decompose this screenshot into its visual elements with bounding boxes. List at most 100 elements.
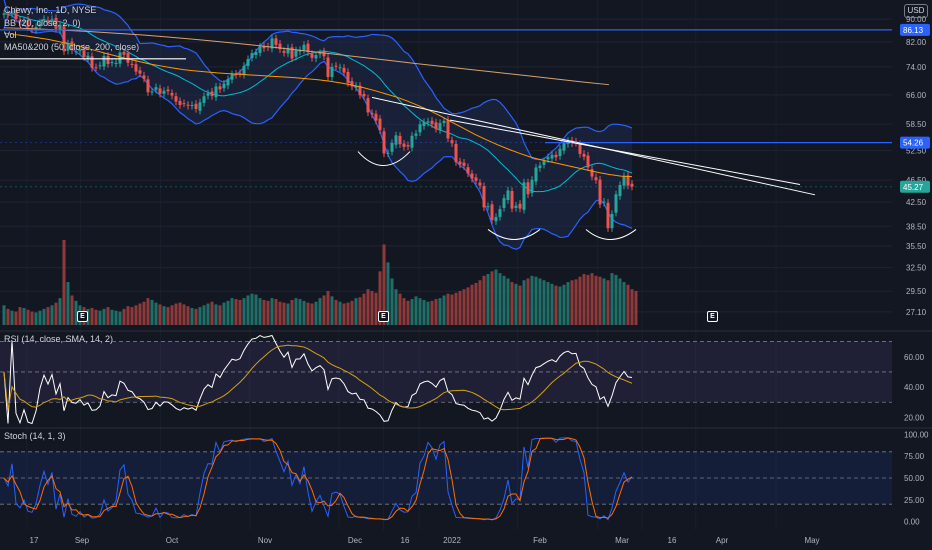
- volume-bar: [54, 302, 58, 325]
- time-tick-label: Nov: [258, 536, 272, 545]
- volume-bar: [358, 297, 362, 325]
- bb-legend[interactable]: BB (20, close, 2, 0): [4, 18, 81, 28]
- volume-bar: [290, 299, 294, 325]
- price-label-badge: [900, 23, 930, 36]
- candle-body: [314, 55, 318, 59]
- stoch-legend[interactable]: Stoch (14, 1, 3): [4, 431, 66, 441]
- volume-bar: [510, 282, 514, 325]
- candle-body: [70, 41, 74, 51]
- price-tick-label: 90.00: [906, 15, 927, 24]
- candle-body: [510, 191, 514, 209]
- candle-body: [286, 47, 290, 54]
- candle-body: [66, 43, 70, 51]
- symbol-legend[interactable]: Chewy, Inc., 1D, NYSE: [4, 5, 97, 15]
- volume-bar: [22, 308, 26, 325]
- volume-bar: [490, 271, 494, 325]
- candle-body: [590, 169, 594, 177]
- volume-bar: [554, 285, 558, 325]
- time-tick-label: Apr: [716, 536, 729, 545]
- candle-body: [54, 17, 58, 29]
- candle-body: [406, 145, 410, 147]
- candle-body: [378, 118, 382, 131]
- candle-body: [290, 47, 294, 59]
- volume-bar: [286, 303, 290, 325]
- candle-body: [122, 51, 126, 55]
- candle-body: [90, 56, 94, 68]
- volume-bar: [558, 286, 562, 325]
- cup-arc: [585, 229, 637, 240]
- stoch-k-line: [3, 437, 633, 521]
- bb-lower-line: [3, 14, 633, 250]
- candle-body: [322, 51, 326, 57]
- candle-body: [466, 167, 470, 174]
- time-axis[interactable]: 17 Sep Oct Nov Dec 16 2022 Feb Mar 16 Apr May: [30, 536, 820, 545]
- volume-bar: [482, 275, 486, 325]
- volume-bar: [550, 283, 554, 325]
- volume-bar: [578, 276, 582, 325]
- candle-body: [562, 143, 566, 151]
- candle-body: [106, 55, 110, 64]
- stoch-tick-label: 25.00: [904, 496, 925, 505]
- candle-body: [430, 120, 434, 125]
- time-tick-label: Feb: [533, 536, 547, 545]
- candle-body: [362, 93, 366, 97]
- candle-body: [242, 65, 246, 75]
- volume-bar: [630, 289, 634, 325]
- earnings-marker-icon[interactable]: E: [378, 311, 389, 322]
- candle-body: [182, 103, 186, 105]
- candle-body: [14, 10, 18, 19]
- volume-bar: [434, 299, 438, 325]
- cup-arc: [487, 229, 541, 240]
- volume-bar: [122, 308, 126, 325]
- volume-bar: [62, 240, 66, 325]
- volume-bar: [602, 278, 606, 325]
- currency-badge[interactable]: USD: [904, 4, 928, 18]
- time-tick-label: Oct: [166, 536, 179, 545]
- volume-bar: [522, 280, 526, 325]
- candle-body: [218, 86, 222, 90]
- candle-body: [214, 86, 218, 98]
- candle-body: [50, 19, 54, 23]
- rsi-legend[interactable]: RSI (14, close, SMA, 14, 2): [4, 334, 114, 344]
- candle-body: [494, 216, 498, 222]
- candle-body: [42, 18, 46, 21]
- volume-bar: [166, 307, 170, 325]
- candle-body: [10, 12, 14, 15]
- candle-body: [554, 154, 558, 158]
- price-axis[interactable]: 90.00 82.00 74.00 66.00 58.50 52.50 46.50 42.50…: [0, 15, 930, 317]
- candle-body: [334, 65, 338, 67]
- volume-bar: [194, 308, 198, 325]
- bb-upper-line: [3, 0, 633, 161]
- earnings-marker-icon[interactable]: E: [77, 311, 88, 322]
- candle-body: [2, 13, 6, 15]
- candle-body: [622, 176, 626, 186]
- volume-bar: [198, 307, 202, 325]
- ma-legend[interactable]: MA50&200 (50, close, 200, close): [4, 42, 140, 52]
- candle-body: [582, 153, 586, 157]
- price-label-badge: [900, 180, 930, 193]
- candle-body: [418, 124, 422, 133]
- volume-legend[interactable]: Vol: [4, 30, 17, 40]
- candle-body: [434, 122, 438, 129]
- bb-fill: [4, 0, 632, 250]
- candle-body: [478, 182, 482, 186]
- candle-body: [114, 62, 118, 64]
- candle-body: [630, 183, 634, 187]
- candle-body: [230, 74, 234, 80]
- earnings-marker-icon[interactable]: E: [707, 311, 718, 322]
- candle-body: [282, 50, 286, 53]
- volume-bar: [214, 304, 218, 325]
- candle-body: [198, 102, 202, 111]
- volume-bar: [534, 276, 538, 325]
- volume-bar: [398, 293, 402, 325]
- volume-bar: [10, 310, 14, 325]
- volume-bar: [42, 308, 46, 325]
- time-tick-label: 16: [401, 536, 410, 545]
- candle-body: [22, 21, 26, 23]
- candle-body: [310, 54, 314, 58]
- volume-bar: [334, 299, 338, 325]
- candle-body: [462, 162, 466, 166]
- candle-body: [526, 182, 530, 195]
- candle-body: [146, 79, 150, 93]
